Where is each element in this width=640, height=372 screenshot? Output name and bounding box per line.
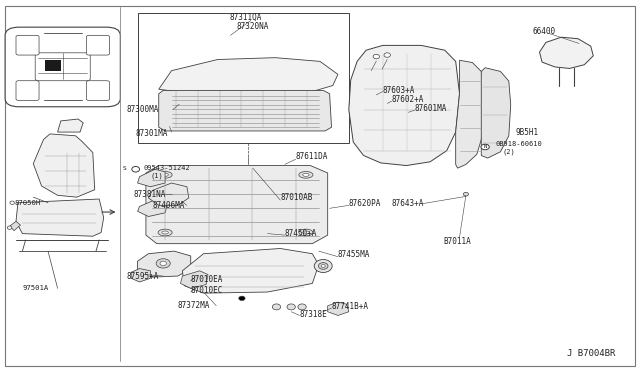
Text: 87595+A: 87595+A	[127, 272, 159, 280]
Text: 97501A: 97501A	[22, 285, 49, 291]
Polygon shape	[159, 90, 332, 131]
FancyBboxPatch shape	[35, 53, 90, 81]
Text: 9B5H1: 9B5H1	[515, 128, 538, 137]
Ellipse shape	[162, 173, 168, 176]
Polygon shape	[138, 251, 191, 277]
Ellipse shape	[303, 173, 309, 176]
Polygon shape	[182, 248, 319, 293]
Bar	[45, 60, 61, 71]
Ellipse shape	[158, 229, 172, 236]
Ellipse shape	[299, 229, 313, 236]
Text: 87010AB: 87010AB	[280, 193, 313, 202]
Text: 87372MA: 87372MA	[178, 301, 211, 310]
Polygon shape	[10, 221, 20, 231]
Polygon shape	[349, 45, 460, 166]
Polygon shape	[481, 68, 511, 158]
Text: 87450+A: 87450+A	[285, 229, 317, 238]
Text: 87643+A: 87643+A	[392, 199, 424, 208]
Text: 87741B+A: 87741B+A	[332, 302, 369, 311]
Text: 87611DA: 87611DA	[296, 153, 328, 161]
Text: 66400: 66400	[532, 27, 556, 36]
FancyBboxPatch shape	[16, 81, 39, 100]
Text: N: N	[483, 144, 487, 150]
Polygon shape	[148, 183, 189, 205]
Ellipse shape	[373, 54, 380, 59]
Text: 0B918-60610: 0B918-60610	[496, 141, 543, 147]
Text: 87620PA: 87620PA	[349, 199, 381, 208]
Ellipse shape	[384, 53, 390, 57]
Text: 87010EC: 87010EC	[191, 286, 223, 295]
Text: 87381NA: 87381NA	[133, 190, 166, 199]
Ellipse shape	[273, 304, 281, 310]
Ellipse shape	[239, 296, 245, 301]
Polygon shape	[328, 302, 349, 315]
Text: 87050H: 87050H	[14, 200, 40, 206]
Text: B7011A: B7011A	[443, 237, 470, 246]
Text: 87300MA: 87300MA	[127, 105, 159, 114]
Text: 87311QA: 87311QA	[229, 13, 262, 22]
Ellipse shape	[314, 260, 332, 272]
Text: 87602+A: 87602+A	[392, 95, 424, 104]
FancyBboxPatch shape	[86, 81, 109, 100]
Polygon shape	[456, 60, 485, 168]
Ellipse shape	[481, 144, 490, 150]
Polygon shape	[138, 169, 165, 187]
Ellipse shape	[132, 167, 140, 172]
Text: 87603+A: 87603+A	[383, 86, 415, 94]
Polygon shape	[180, 271, 208, 288]
Ellipse shape	[299, 171, 313, 178]
Text: 09543-51242: 09543-51242	[144, 165, 191, 171]
Text: 87406MA: 87406MA	[152, 201, 185, 210]
Polygon shape	[58, 119, 83, 132]
Ellipse shape	[158, 171, 172, 178]
Ellipse shape	[319, 263, 328, 269]
Text: 87010EA: 87010EA	[191, 275, 223, 284]
Polygon shape	[146, 166, 328, 244]
Ellipse shape	[321, 264, 325, 267]
Text: 87601MA: 87601MA	[415, 104, 447, 113]
Text: 87301MA: 87301MA	[136, 129, 168, 138]
Polygon shape	[16, 199, 104, 236]
Polygon shape	[540, 37, 593, 68]
Text: (1): (1)	[150, 172, 163, 179]
Text: 87320NA: 87320NA	[237, 22, 269, 31]
Text: (2): (2)	[502, 148, 515, 155]
Polygon shape	[33, 134, 95, 197]
Text: 87455MA: 87455MA	[338, 250, 371, 259]
FancyBboxPatch shape	[86, 35, 109, 55]
Ellipse shape	[287, 304, 296, 310]
Polygon shape	[131, 269, 150, 282]
FancyBboxPatch shape	[5, 27, 120, 107]
Ellipse shape	[303, 231, 309, 234]
FancyBboxPatch shape	[16, 35, 39, 55]
Ellipse shape	[246, 166, 251, 170]
Ellipse shape	[162, 231, 168, 234]
Polygon shape	[159, 58, 338, 95]
Ellipse shape	[10, 201, 15, 205]
Ellipse shape	[160, 261, 166, 266]
Text: 87318E: 87318E	[300, 310, 327, 319]
Polygon shape	[138, 13, 349, 143]
Text: J B7004BR: J B7004BR	[567, 349, 616, 358]
Text: S: S	[123, 166, 127, 171]
Ellipse shape	[463, 192, 468, 196]
Ellipse shape	[8, 226, 12, 230]
Ellipse shape	[156, 259, 170, 268]
Polygon shape	[138, 199, 168, 217]
Ellipse shape	[298, 304, 307, 310]
